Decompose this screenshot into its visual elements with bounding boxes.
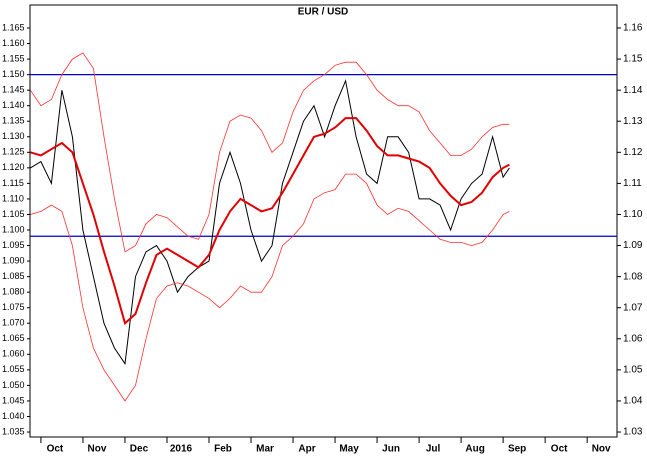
series-line bbox=[30, 52, 510, 253]
series-line bbox=[30, 79, 510, 366]
y2-tick-label: 1.16 bbox=[623, 23, 643, 34]
y-tick-label: 1.085 bbox=[2, 271, 25, 281]
y-tick-label: 1.040 bbox=[2, 411, 25, 421]
x-tick-label: Dec bbox=[130, 444, 149, 455]
y2-tick-label: 1.06 bbox=[623, 333, 643, 344]
series-line bbox=[30, 173, 510, 402]
y-tick-label: 1.140 bbox=[2, 100, 25, 110]
series-line bbox=[30, 117, 510, 326]
y-tick-label: 1.155 bbox=[2, 53, 25, 63]
y-tick-label: 1.095 bbox=[2, 240, 25, 250]
y2-tick-label: 1.12 bbox=[623, 147, 643, 158]
x-tick-label: May bbox=[339, 444, 359, 455]
y2-tick-label: 1.08 bbox=[623, 271, 643, 282]
y-tick-label: 1.100 bbox=[2, 224, 25, 234]
plot-frame bbox=[29, 4, 618, 438]
y2-tick-label: 1.09 bbox=[623, 240, 643, 251]
y-tick-label: 1.055 bbox=[2, 364, 25, 374]
y-tick-label: 1.145 bbox=[2, 85, 25, 95]
y2-tick-label: 1.14 bbox=[623, 85, 643, 96]
x-tick-label: Oct bbox=[47, 444, 64, 455]
y-tick-label: 1.045 bbox=[2, 395, 25, 405]
x-tick-label: Oct bbox=[551, 444, 568, 455]
y2-tick-label: 1.07 bbox=[623, 302, 643, 313]
x-tick-label: Feb bbox=[214, 444, 232, 455]
x-tick-label: Nov bbox=[87, 444, 106, 455]
y2-tick-label: 1.04 bbox=[623, 396, 643, 407]
x-tick-label: Aug bbox=[465, 444, 484, 455]
y-tick-label: 1.130 bbox=[2, 131, 25, 141]
y-tick-label: 1.125 bbox=[2, 147, 25, 157]
y2-tick-label: 1.03 bbox=[623, 427, 643, 438]
y-tick-label: 1.150 bbox=[2, 69, 25, 79]
x-tick-label: Jul bbox=[426, 444, 441, 455]
y-tick-label: 1.050 bbox=[2, 380, 25, 390]
y-tick-label: 1.070 bbox=[2, 318, 25, 328]
y-tick-label: 1.110 bbox=[2, 193, 24, 203]
y-tick-label: 1.120 bbox=[2, 162, 25, 172]
y2-tick-label: 1.05 bbox=[623, 365, 643, 376]
y-tick-label: 1.135 bbox=[2, 116, 25, 126]
chart-title: EUR / USD bbox=[298, 7, 349, 18]
x-tick-label: Apr bbox=[298, 444, 315, 455]
y-tick-label: 1.090 bbox=[2, 255, 25, 265]
x-tick-label: 2016 bbox=[170, 444, 193, 455]
x-tick-label: Nov bbox=[592, 444, 611, 455]
y-tick-label: 1.115 bbox=[2, 178, 24, 188]
y-tick-label: 1.035 bbox=[2, 426, 25, 436]
y2-tick-label: 1.11 bbox=[623, 178, 642, 189]
y2-tick-label: 1.10 bbox=[623, 209, 643, 220]
y-tick-label: 1.075 bbox=[2, 302, 25, 312]
y-tick-label: 1.160 bbox=[2, 38, 25, 48]
y-tick-label: 1.080 bbox=[2, 287, 25, 297]
x-tick-label: Sep bbox=[508, 444, 526, 455]
x-tick-label: Jun bbox=[382, 444, 400, 455]
y2-tick-label: 1.15 bbox=[623, 54, 643, 65]
x-tick-label: Mar bbox=[256, 444, 274, 455]
y-tick-label: 1.065 bbox=[2, 333, 25, 343]
y2-tick-label: 1.13 bbox=[623, 116, 643, 127]
y-tick-label: 1.060 bbox=[2, 349, 25, 359]
y-tick-label: 1.165 bbox=[2, 22, 25, 32]
y-tick-label: 1.105 bbox=[2, 209, 25, 219]
